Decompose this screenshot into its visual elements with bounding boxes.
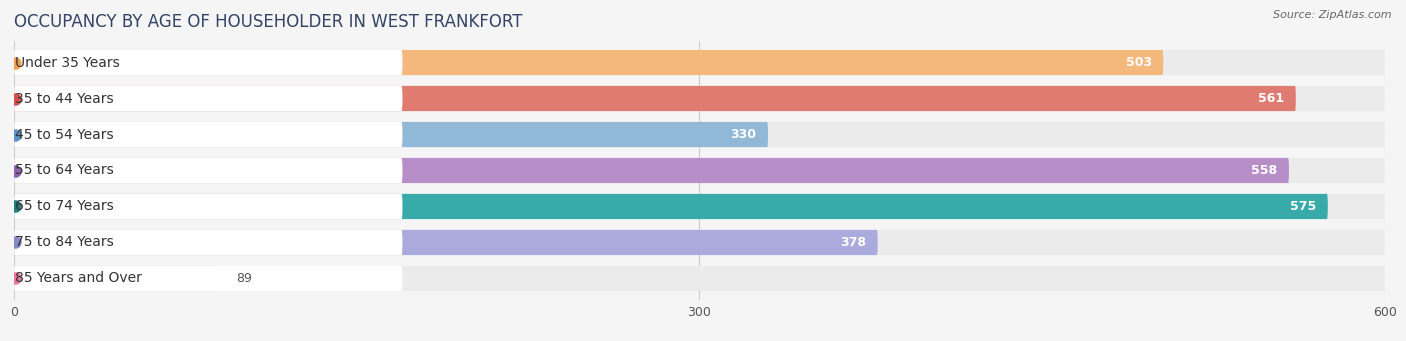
FancyBboxPatch shape (14, 50, 1385, 75)
FancyBboxPatch shape (14, 266, 402, 291)
FancyBboxPatch shape (14, 266, 218, 291)
FancyBboxPatch shape (14, 194, 1385, 219)
Text: 45 to 54 Years: 45 to 54 Years (15, 128, 114, 142)
Text: Source: ZipAtlas.com: Source: ZipAtlas.com (1274, 10, 1392, 20)
FancyBboxPatch shape (14, 122, 1385, 147)
FancyBboxPatch shape (14, 86, 402, 111)
FancyBboxPatch shape (14, 194, 402, 219)
Text: 561: 561 (1258, 92, 1285, 105)
Text: 35 to 44 Years: 35 to 44 Years (15, 91, 114, 105)
FancyBboxPatch shape (14, 230, 877, 255)
FancyBboxPatch shape (14, 230, 402, 255)
FancyBboxPatch shape (14, 50, 402, 75)
Text: 85 Years and Over: 85 Years and Over (15, 271, 142, 285)
FancyBboxPatch shape (14, 122, 402, 147)
FancyBboxPatch shape (14, 230, 1385, 255)
FancyBboxPatch shape (14, 122, 768, 147)
FancyBboxPatch shape (14, 266, 1385, 291)
Text: 65 to 74 Years: 65 to 74 Years (15, 199, 114, 213)
Text: 558: 558 (1251, 164, 1278, 177)
Text: 75 to 84 Years: 75 to 84 Years (15, 236, 114, 250)
FancyBboxPatch shape (14, 50, 1163, 75)
Text: 89: 89 (236, 272, 252, 285)
Text: 575: 575 (1291, 200, 1316, 213)
Text: 55 to 64 Years: 55 to 64 Years (15, 163, 114, 178)
FancyBboxPatch shape (14, 158, 1385, 183)
FancyBboxPatch shape (14, 86, 1385, 111)
Text: Under 35 Years: Under 35 Years (15, 56, 121, 70)
FancyBboxPatch shape (14, 86, 1296, 111)
FancyBboxPatch shape (14, 158, 402, 183)
FancyBboxPatch shape (14, 158, 1289, 183)
Text: 330: 330 (731, 128, 756, 141)
Text: 503: 503 (1126, 56, 1152, 69)
Text: OCCUPANCY BY AGE OF HOUSEHOLDER IN WEST FRANKFORT: OCCUPANCY BY AGE OF HOUSEHOLDER IN WEST … (14, 13, 523, 31)
Text: 378: 378 (841, 236, 866, 249)
FancyBboxPatch shape (14, 194, 1327, 219)
